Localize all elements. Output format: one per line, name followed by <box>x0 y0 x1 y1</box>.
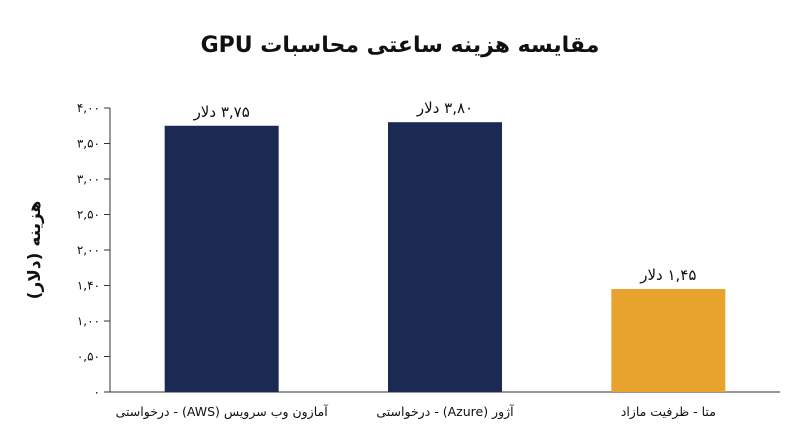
bar-value-label: ۳,۷۵ دلار <box>193 103 250 121</box>
y-tick-label: ۲,۵۰ <box>77 208 100 222</box>
x-tick-label: آمازون وب سرویس (AWS) - درخواستی <box>116 404 329 420</box>
x-tick-label: متا - ظرفیت مازاد <box>621 404 716 420</box>
chart-title: مقایسه هزینه ساعتی محاسبات GPU <box>201 33 600 58</box>
bar-value-label: ۱,۴۵ دلار <box>639 266 696 284</box>
bar-value-label: ۳,۸۰ دلار <box>416 99 473 117</box>
y-tick-label: ۳,۵۰ <box>77 137 100 151</box>
y-tick-label: ۱,۴۰ <box>77 279 100 293</box>
bar <box>611 289 726 392</box>
bar <box>388 122 502 392</box>
bar <box>164 125 279 392</box>
y-tick-label: ۰,۵۰ <box>77 350 100 364</box>
y-tick-label: ۲,۰۰ <box>77 243 100 257</box>
y-tick-label: ۳,۰۰ <box>77 172 100 186</box>
y-tick-label: ۴,۰۰ <box>77 101 100 115</box>
x-tick-label: آژور (Azure) - درخواستی <box>376 404 514 420</box>
axes: ۰ ۰,۵۰ ۱,۰۰ ۱,۴۰ ۲,۰۰ ۲,۵۰ ۳,۰۰ ۳,۵۰ ۴,۰۰ <box>77 101 780 399</box>
labels: ۳,۷۵ دلار آمازون وب سرویس (AWS) - درخواست… <box>116 99 716 420</box>
y-axis-label: هزینه (دلار) <box>25 201 45 300</box>
bars <box>164 122 726 392</box>
y-tick-label: ۰ <box>94 385 100 399</box>
y-tick-label: ۱,۰۰ <box>77 314 100 328</box>
